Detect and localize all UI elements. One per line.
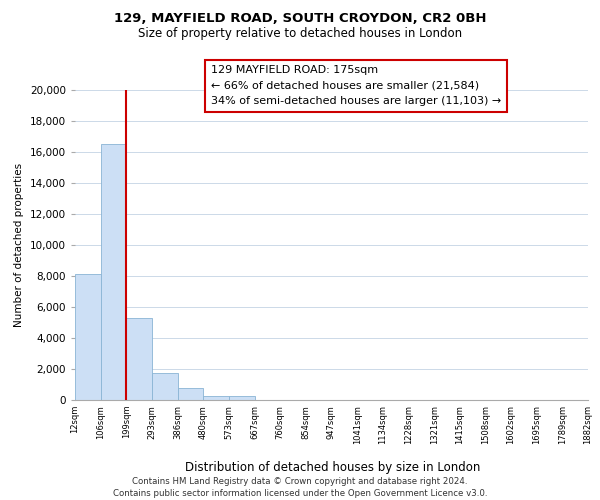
- Bar: [178, 388, 203, 400]
- Text: Size of property relative to detached houses in London: Size of property relative to detached ho…: [138, 28, 462, 40]
- Text: 129 MAYFIELD ROAD: 175sqm
← 66% of detached houses are smaller (21,584)
34% of s: 129 MAYFIELD ROAD: 175sqm ← 66% of detac…: [211, 65, 501, 106]
- Bar: [152, 373, 178, 400]
- Text: Distribution of detached houses by size in London: Distribution of detached houses by size …: [185, 461, 481, 474]
- Y-axis label: Number of detached properties: Number of detached properties: [14, 163, 24, 327]
- Text: Contains HM Land Registry data © Crown copyright and database right 2024.: Contains HM Land Registry data © Crown c…: [132, 476, 468, 486]
- Text: 129, MAYFIELD ROAD, SOUTH CROYDON, CR2 0BH: 129, MAYFIELD ROAD, SOUTH CROYDON, CR2 0…: [114, 12, 486, 26]
- Bar: [203, 396, 229, 400]
- Bar: [229, 396, 254, 400]
- Text: Contains public sector information licensed under the Open Government Licence v3: Contains public sector information licen…: [113, 488, 487, 498]
- Bar: [75, 274, 101, 400]
- Bar: [127, 318, 152, 400]
- Bar: [101, 144, 127, 400]
